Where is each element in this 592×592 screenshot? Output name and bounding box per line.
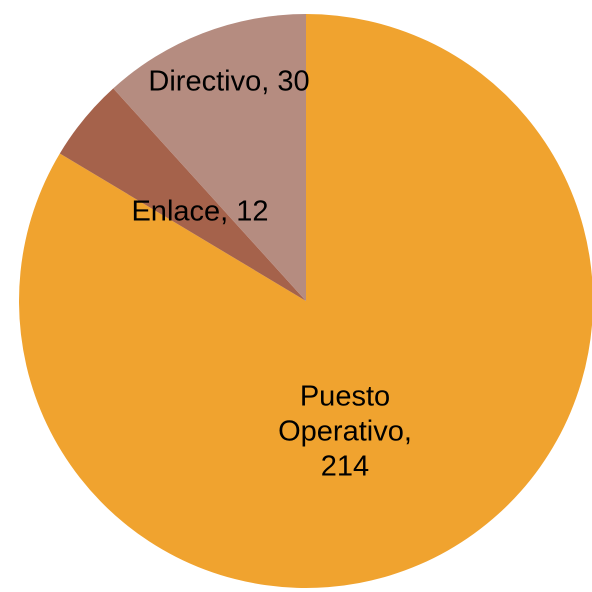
data-label: Enlace, 12 bbox=[131, 195, 269, 228]
data-label: Directivo, 30 bbox=[148, 65, 310, 98]
pie-slice bbox=[19, 14, 592, 588]
pie-slice bbox=[59, 88, 306, 301]
pie-slice bbox=[113, 14, 307, 301]
data-label: Puesto Operativo, 214 bbox=[278, 380, 412, 483]
